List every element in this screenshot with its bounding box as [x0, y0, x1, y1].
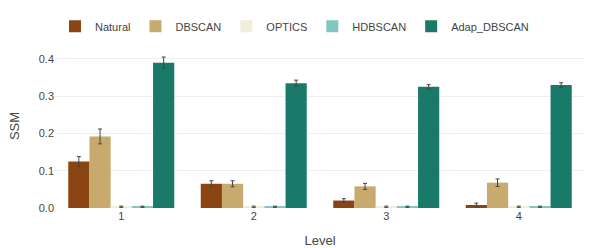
svg-text:1: 1 — [118, 210, 124, 222]
svg-text:Level: Level — [304, 233, 335, 248]
svg-text:Adap_DBSCAN: Adap_DBSCAN — [451, 21, 529, 33]
svg-text:SSM: SSM — [7, 112, 22, 140]
svg-text:2: 2 — [251, 210, 257, 222]
svg-text:0.3: 0.3 — [39, 90, 54, 102]
svg-text:4: 4 — [516, 210, 522, 222]
svg-text:3: 3 — [383, 210, 389, 222]
svg-text:0.0: 0.0 — [39, 202, 54, 214]
svg-text:DBSCAN: DBSCAN — [175, 21, 221, 33]
svg-text:0.1: 0.1 — [39, 165, 54, 177]
svg-text:0.2: 0.2 — [39, 127, 54, 139]
svg-text:Natural: Natural — [95, 21, 130, 33]
svg-text:HDBSCAN: HDBSCAN — [352, 21, 406, 33]
svg-text:OPTICS: OPTICS — [266, 21, 307, 33]
svg-text:0.4: 0.4 — [39, 53, 54, 65]
